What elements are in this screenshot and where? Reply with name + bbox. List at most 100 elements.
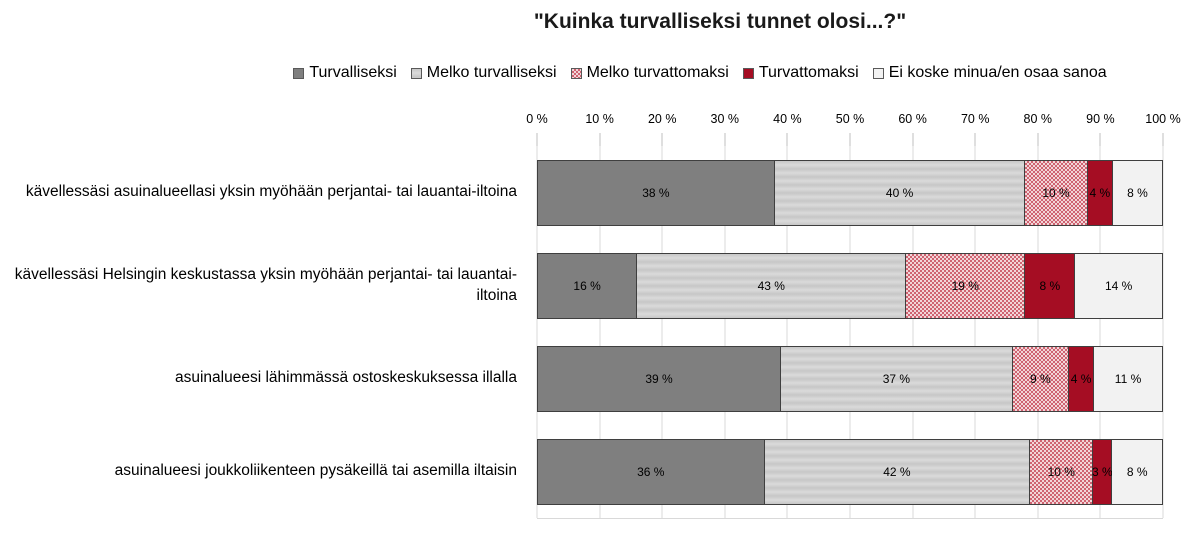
legend-item: Ei koske minua/en osaa sanoa xyxy=(872,64,1107,82)
bar-segment: 14 % xyxy=(1075,252,1163,319)
bar-segment-label: 38 % xyxy=(642,185,670,200)
bar-segment-label: 4 % xyxy=(1070,371,1092,386)
x-tick-label: 70 % xyxy=(960,112,990,126)
legend-swatch-icon xyxy=(742,67,754,79)
grid-line xyxy=(1099,146,1101,518)
x-tick-label: 80 % xyxy=(1023,112,1053,126)
chart-title: "Kuinka turvalliseksi tunnet olosi...?" xyxy=(533,10,907,33)
bar-segment: 8 % xyxy=(1025,252,1076,319)
x-tick-mark xyxy=(1099,133,1101,146)
x-tick-label: 60 % xyxy=(898,112,927,126)
grid-line xyxy=(912,146,914,518)
bar-segment-label: 43 % xyxy=(757,278,785,293)
bar-segment: 43 % xyxy=(637,252,907,319)
grid-line xyxy=(1037,146,1039,518)
x-tick-label: 50 % xyxy=(835,112,865,126)
bar-segment-label: 10 % xyxy=(1042,185,1070,200)
bar-segment: 37 % xyxy=(781,345,1013,412)
bar-segment: 19 % xyxy=(906,252,1026,319)
x-tick-mark xyxy=(849,133,851,146)
bar-row: 39 % 37 % 9 % 4 % 11 % xyxy=(537,332,1163,425)
x-tick-mark xyxy=(724,133,726,146)
grid-line xyxy=(661,146,663,518)
bar-segment-label: 10 % xyxy=(1047,464,1075,479)
grid-line xyxy=(724,146,726,518)
bar-segment-label: 8 % xyxy=(1039,278,1061,293)
x-tick-mark xyxy=(974,133,976,146)
bar-segment: 40 % xyxy=(774,159,1026,226)
bar-segment-label: 36 % xyxy=(637,464,665,479)
bar-segment: 4 % xyxy=(1087,159,1113,226)
bar-row: 36 % 42 % 10 % 3 % 8 % xyxy=(537,425,1163,518)
stacked-bar: 16 % 43 % 19 % 8 % 14 % xyxy=(537,252,1163,319)
x-tick-label: 30 % xyxy=(710,112,740,126)
bar-segment-label: 14 % xyxy=(1104,278,1133,293)
legend-item-label: Turvattomaksi xyxy=(758,64,859,81)
legend-swatch-icon xyxy=(872,67,884,79)
bar-segment: 42 % xyxy=(764,438,1031,505)
grid-line xyxy=(786,146,788,518)
bar-segment-label: 39 % xyxy=(645,371,673,386)
bar-segment: 10 % xyxy=(1025,159,1088,226)
legend: Turvalliseksi Melko turvalliseksi Melko tu… xyxy=(200,60,1200,86)
bar-segment: 3 % xyxy=(1092,438,1113,505)
x-tick-mark xyxy=(599,133,601,146)
legend-item: Turvalliseksi xyxy=(293,64,397,82)
bar-segment-label: 4 % xyxy=(1089,185,1111,200)
bar-segment-label: 11 % xyxy=(1114,371,1142,386)
x-tick-mark xyxy=(1037,133,1039,146)
legend-swatch-icon xyxy=(293,67,305,79)
grid-line xyxy=(536,146,538,518)
category-label: kävellessäsi Helsingin keskustassa yksin… xyxy=(14,266,517,304)
x-tick-mark xyxy=(536,133,538,146)
bar-segment: 8 % xyxy=(1112,159,1163,226)
legend-item-label: Ei koske minua/en osaa sanoa xyxy=(888,64,1107,81)
bar-segment-label: 37 % xyxy=(882,371,911,386)
x-tick-label: 100 % xyxy=(1145,112,1181,126)
x-tick-mark xyxy=(661,133,663,146)
bar-row: 38 % 40 % 10 % 4 % 8 % xyxy=(537,146,1163,239)
stacked-bar: 38 % 40 % 10 % 4 % 8 % xyxy=(537,159,1163,226)
bar-segment-label: 8 % xyxy=(1126,464,1148,479)
bar-segment-label: 8 % xyxy=(1127,185,1148,200)
bar-segment: 9 % xyxy=(1012,345,1070,412)
x-tick-label: 90 % xyxy=(1086,112,1115,126)
x-tick-label: 0 % xyxy=(526,112,548,126)
x-axis-labels: 0 % 10 % 20 % 30 % 40 % 50 % 60 % 70 % 80 % 90 % 1… xyxy=(526,112,1181,130)
x-axis-ticks xyxy=(536,133,1164,146)
grid-line xyxy=(849,146,851,518)
bar-segment-label: 19 % xyxy=(951,278,979,293)
grid-line xyxy=(1162,146,1164,518)
category-axis-labels: kävellessäsi asuinalueellasi yksin myöhä… xyxy=(0,146,527,518)
bar-segment-label: 9 % xyxy=(1030,371,1051,386)
legend-item: Turvattomaksi xyxy=(742,64,859,82)
bar-segment-label: 16 % xyxy=(573,278,601,293)
legend-item: Melko turvalliseksi xyxy=(410,64,557,82)
x-tick-mark xyxy=(912,133,914,146)
bar-segment: 10 % xyxy=(1030,438,1094,505)
bar-segment: 8 % xyxy=(1112,438,1163,505)
bar-segment: 39 % xyxy=(537,345,782,412)
bar-rows: 38 % 40 % 10 % 4 % 8 % 16 % 43 % 19 % 8 % 14 % 39 … xyxy=(537,146,1163,518)
stacked-bar: 39 % 37 % 9 % 4 % 11 % xyxy=(537,345,1163,412)
bar-segment: 38 % xyxy=(537,159,775,226)
category-label: asuinalueesi lähimmässä ostoskeskuksessa… xyxy=(174,369,517,387)
bar-segment-label: 3 % xyxy=(1092,464,1113,479)
x-tick-label: 10 % xyxy=(585,112,614,126)
stacked-bar: 36 % 42 % 10 % 3 % 8 % xyxy=(537,438,1163,505)
x-tick-label: 40 % xyxy=(773,112,802,126)
bar-segment: 36 % xyxy=(537,438,765,505)
bar-segment: 16 % xyxy=(537,252,638,319)
legend-swatch-icon xyxy=(570,67,582,79)
bar-row: 16 % 43 % 19 % 8 % 14 % xyxy=(537,239,1163,332)
legend-swatch-icon xyxy=(410,67,422,79)
category-label: kävellessäsi asuinalueellasi yksin myöhä… xyxy=(25,183,517,201)
bar-segment: 11 % xyxy=(1094,345,1163,412)
x-tick-mark xyxy=(786,133,788,146)
bar-segment: 4 % xyxy=(1069,345,1095,412)
legend-item-label: Melko turvalliseksi xyxy=(426,64,557,81)
x-tick-label: 20 % xyxy=(647,112,677,126)
plot-area: 38 % 40 % 10 % 4 % 8 % 16 % 43 % 19 % 8 % 14 % 39 … xyxy=(536,146,1164,519)
legend-item-label: Melko turvattomaksi xyxy=(586,64,729,81)
legend-item: Melko turvattomaksi xyxy=(570,64,729,82)
